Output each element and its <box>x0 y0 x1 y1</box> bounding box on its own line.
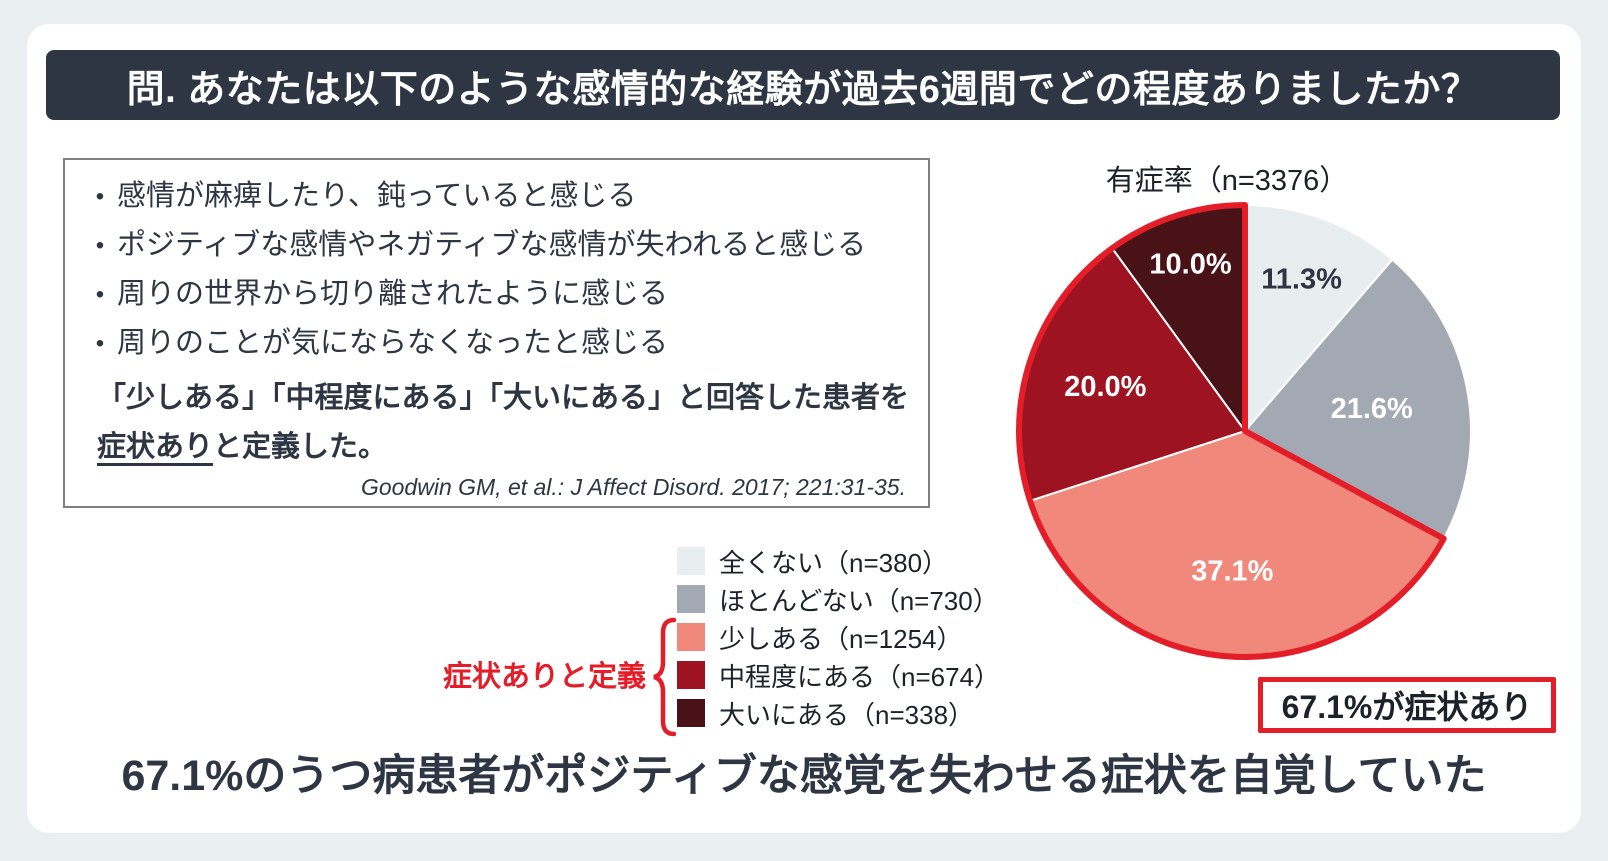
criteria-bullet-text: ポジティブな感情やネガティブな感情が失われると感じる <box>117 229 867 261</box>
legend-swatch <box>677 585 705 613</box>
definition-line2: 症状ありと定義した。 <box>97 423 910 472</box>
criteria-bullet-item: • ポジティブな感情やネガティブな感情が失われると感じる <box>83 221 910 270</box>
legend-label: 中程度にある（n=674） <box>719 661 1001 692</box>
pie-slice-label-少しある: 37.1% <box>1191 556 1273 588</box>
criteria-bullet-item: • 周りのことが気にならなくなったと感じる <box>83 319 910 368</box>
prevalence-pie-chart: 11.3% 21.6% 37.1% 20.0% 10.0% <box>1016 202 1472 660</box>
definition-rest: と定義した。 <box>213 431 388 463</box>
legend-item: 全くない（n=380） <box>677 547 1000 578</box>
pie-slice-label-全くない: 11.3% <box>1261 264 1342 296</box>
legend-item: 中程度にある（n=674） <box>677 661 1000 692</box>
pie-slice-全くない <box>1244 204 1394 432</box>
criteria-bullet-item: • 感情が麻痺したり、鈍っていると感じる <box>83 172 910 221</box>
bullet-dot-icon: • <box>95 330 105 357</box>
symptom-group-label: 症状ありと定義 <box>442 661 646 693</box>
symptom-rate-callout-text: 67.1%が症状あり <box>1281 689 1533 725</box>
legend-item: 大いにある（n=338） <box>677 699 1000 730</box>
legend-label: ほとんどない（n=730） <box>719 585 999 616</box>
question-text: 問. あなたは以下のような感情的な経験が過去6週間でどの程度ありましたか？ <box>126 68 1480 111</box>
pie-slice-ほとんどない <box>1244 258 1472 540</box>
symptom-group-brace-icon <box>653 617 676 737</box>
bullet-dot-icon: • <box>95 281 105 308</box>
criteria-bullet-text: 周りのことが気にならなくなったと感じる <box>117 327 669 359</box>
pie-slice-label-ほとんどない: 21.6% <box>1331 393 1413 425</box>
conclusion-text: 67.1%のうつ病患者がポジティブな感覚を失わせる症状を自覚していた <box>121 752 1487 800</box>
criteria-bullet-item: • 周りの世界から切り離されたように感じる <box>83 270 910 319</box>
pie-legend: 全くない（n=380） ほとんどない（n=730） 少しある（n=1254） 中程度に… <box>677 547 1000 730</box>
legend-swatch <box>677 547 705 575</box>
bullet-dot-icon: • <box>95 183 105 210</box>
pie-chart-title: 有症率（n=3376） <box>1105 165 1349 197</box>
legend-label: 全くない（n=380） <box>719 547 949 578</box>
symptom-rate-callout-box: 67.1%が症状あり <box>1258 677 1556 733</box>
definition-line1: 「少しある」「中程度にある」「大いにある」と回答した患者を <box>97 382 910 414</box>
criteria-bullet-list: • 感情が麻痺したり、鈍っていると感じる • ポジティブな感情やネガティブな感情が失わ… <box>83 172 910 368</box>
pie-slice-label-大いにある: 10.0% <box>1149 248 1231 280</box>
symptom-criteria-box: • 感情が麻痺したり、鈍っていると感じる • ポジティブな感情やネガティブな感情が失わ… <box>63 158 930 508</box>
pie-slice-label-中程度にある: 20.0% <box>1064 371 1146 403</box>
legend-swatch <box>677 699 705 727</box>
question-header-banner: 問. あなたは以下のような感情的な経験が過去6週間でどの程度ありましたか？ <box>46 50 1560 120</box>
definition-underlined-term: 症状あり <box>97 431 214 466</box>
legend-item: ほとんどない（n=730） <box>677 585 1000 616</box>
definition-text: 「少しある」「中程度にある」「大いにある」と回答した患者を 症状ありと定義した。 <box>97 374 910 472</box>
legend-swatch <box>677 661 705 689</box>
symptom-group-outline <box>1016 202 1447 660</box>
citation-text: Goodwin GM, et al.: J Affect Disord. 201… <box>360 474 906 500</box>
legend-swatch <box>677 623 705 651</box>
criteria-bullet-text: 感情が麻痺したり、鈍っていると感じる <box>117 180 637 212</box>
legend-label: 大いにある（n=338） <box>719 699 975 730</box>
criteria-bullet-text: 周りの世界から切り離されたように感じる <box>117 278 669 310</box>
legend-item: 少しある（n=1254） <box>677 623 1000 654</box>
legend-label: 少しある（n=1254） <box>719 623 963 654</box>
bullet-dot-icon: • <box>95 232 105 259</box>
